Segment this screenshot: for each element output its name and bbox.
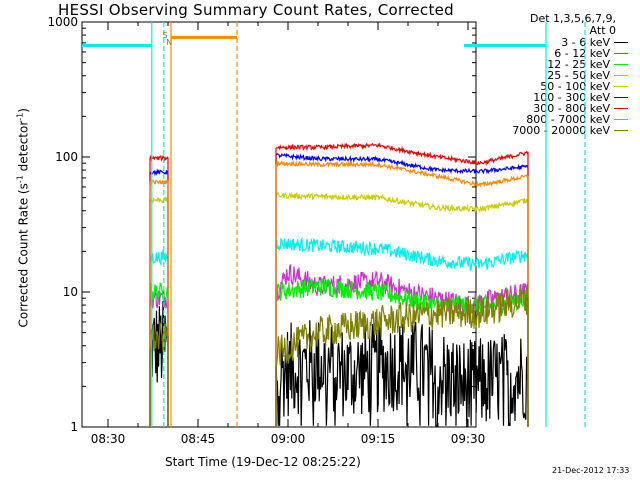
series-line — [275, 237, 529, 427]
legend-label: 50 - 100 keV — [540, 80, 610, 93]
flag-letter: S — [162, 31, 167, 40]
legend-item: 25 - 50 keV — [482, 69, 632, 82]
legend-swatch — [614, 118, 628, 121]
x-tick-label: 08:45 — [181, 432, 216, 446]
series-line — [149, 282, 169, 427]
series-line — [149, 320, 169, 427]
legend-label: 300 - 800 keV — [533, 102, 610, 115]
legend-label: 800 - 7000 keV — [526, 113, 610, 126]
legend-label: 3 - 6 keV — [561, 36, 610, 49]
legend-header: Det 1,3,5,6,7,9, — [529, 12, 616, 25]
legend-item: 300 - 800 keV — [482, 102, 632, 115]
legend-label: 25 - 50 keV — [547, 69, 610, 82]
legend-swatch — [614, 129, 628, 132]
legend-item: 6 - 12 keV — [482, 47, 632, 60]
series-line — [149, 248, 169, 427]
series-line — [149, 289, 169, 427]
legend-item: 3 - 6 keV — [482, 36, 632, 49]
legend-item: 800 - 7000 keV — [482, 113, 632, 126]
x-axis-label: Start Time (19-Dec-12 08:25:22) — [165, 455, 361, 469]
legend-item: 100 - 300 keV — [482, 91, 632, 104]
legend-swatch — [614, 96, 628, 99]
legend-swatch — [614, 74, 628, 77]
legend-item: 50 - 100 keV — [482, 80, 632, 93]
y-tick-label: 1000 — [47, 15, 78, 29]
y-tick-label: 1 — [70, 420, 78, 434]
series-line — [275, 160, 529, 427]
legend-swatch — [614, 41, 628, 44]
series-line — [149, 154, 169, 427]
series-line — [275, 283, 529, 427]
series-line — [275, 277, 529, 427]
legend-swatch — [614, 52, 628, 55]
x-tick-label: 09:00 — [271, 432, 306, 446]
x-tick-label: 09:30 — [451, 432, 486, 446]
series-line — [275, 320, 529, 428]
legend-label: 12 - 25 keV — [547, 58, 610, 71]
x-tick-label: 08:30 — [91, 432, 126, 446]
series-line — [149, 300, 169, 427]
timestamp: 21-Dec-2012 17:33 — [552, 466, 630, 475]
series-line — [149, 179, 169, 427]
series-line — [149, 195, 169, 427]
legend-swatch — [614, 107, 628, 110]
series-line — [275, 191, 529, 427]
series-line — [275, 142, 529, 427]
y-tick-label: 100 — [55, 150, 78, 164]
series-line — [275, 152, 529, 427]
legend-label: 6 - 12 keV — [554, 47, 610, 60]
series-line — [149, 168, 169, 427]
x-tick-label: 09:15 — [361, 432, 396, 446]
legend-swatch — [614, 63, 628, 66]
legend-subheader: Att 0 — [589, 24, 616, 37]
chart-title: HESSI Observing Summary Count Rates, Cor… — [58, 1, 454, 19]
y-tick-label: 10 — [63, 285, 78, 299]
legend-label: 100 - 300 keV — [533, 91, 610, 104]
legend-item: 12 - 25 keV — [482, 58, 632, 71]
legend-swatch — [614, 85, 628, 88]
plot-frame — [81, 21, 477, 428]
flag-letter: N — [166, 38, 172, 47]
